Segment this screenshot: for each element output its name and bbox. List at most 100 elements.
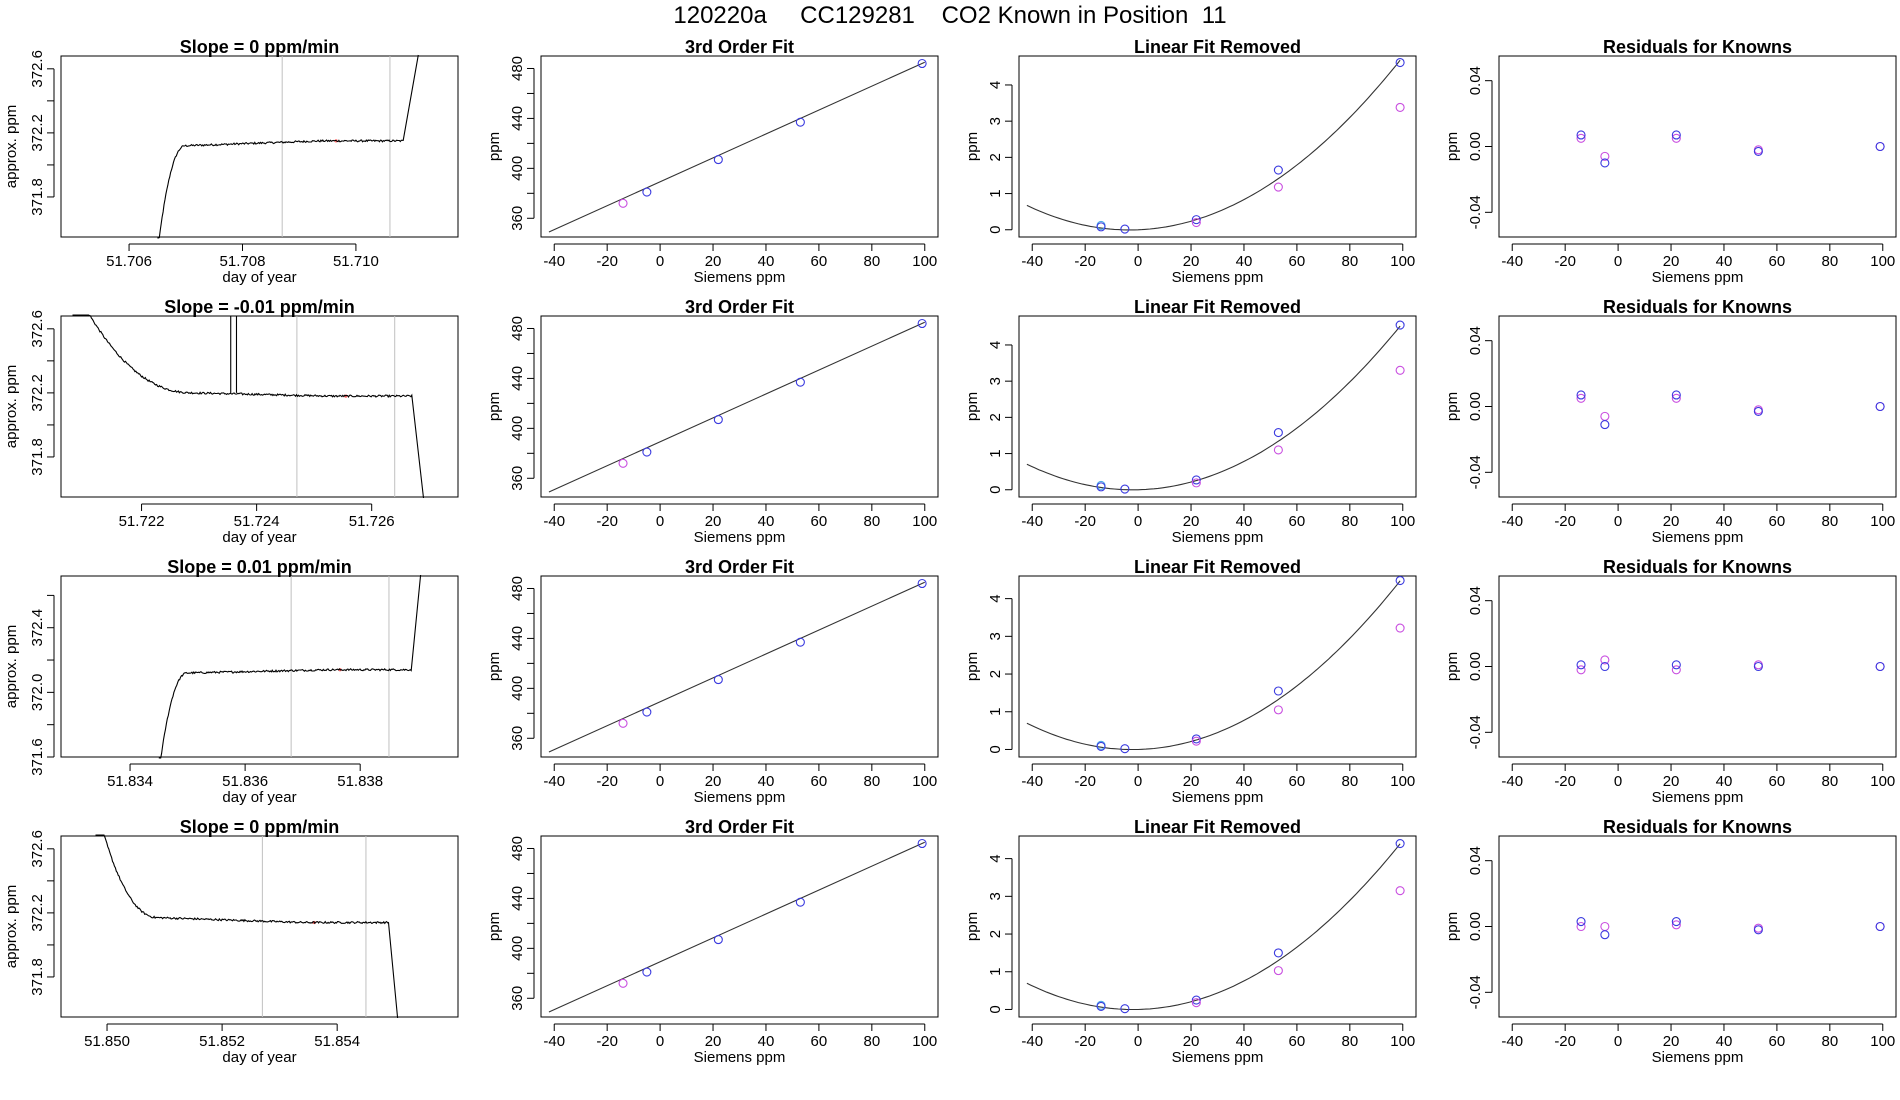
- data-point: [713, 935, 723, 945]
- y-tick-label: 400: [509, 156, 526, 181]
- y-axis-label: ppm: [1444, 132, 1461, 161]
- chart-panel-1: Slope = 0 ppm/min 51.706 51.708 51.710 day o…: [3, 37, 459, 286]
- x-tick-label: 60: [811, 773, 828, 790]
- chart-title: Linear Fit Removed: [1134, 37, 1301, 57]
- y-axis-label: ppm: [1444, 392, 1461, 421]
- chart-panel-5: Slope = -0.01 ppm/min 51.722 51.724 51.726 d…: [3, 297, 459, 546]
- y-tick-label: 372.6: [29, 830, 46, 868]
- data-point: [1600, 930, 1610, 940]
- x-tick-label: 100: [1390, 1033, 1415, 1050]
- x-tick-label: 20: [1663, 773, 1680, 790]
- ppm-trace: [72, 314, 425, 499]
- x-tick-label: 0: [656, 253, 664, 270]
- y-tick-label: 371.8: [29, 958, 46, 996]
- data-point: [1576, 133, 1586, 143]
- plot-content: [1576, 917, 1885, 940]
- x-tick-label: -20: [1074, 253, 1096, 270]
- x-tick-label: 100: [1870, 513, 1895, 530]
- y-axis-label: ppm: [964, 392, 981, 421]
- x-tick-label: 100: [1870, 1033, 1895, 1050]
- data-point: [1273, 948, 1283, 958]
- data-point: [1671, 393, 1681, 403]
- x-axis-label: day of year: [222, 1049, 296, 1066]
- x-tick-label: 40: [1716, 773, 1733, 790]
- x-axis-label: day of year: [222, 789, 296, 806]
- y-axis-label: ppm: [964, 912, 981, 941]
- plot-content: [548, 838, 927, 1013]
- plot-frame: [1018, 575, 1417, 758]
- y-tick-label: 3: [987, 632, 1004, 640]
- y-tick-label: 1: [987, 708, 1004, 716]
- y-tick-label: 372.4: [29, 609, 46, 647]
- plot-content: [72, 314, 425, 499]
- y-tick-label: 0.04: [1467, 326, 1484, 355]
- x-tick-label: 40: [1716, 253, 1733, 270]
- y-tick-label: 372.6: [29, 50, 46, 88]
- x-tick-label: 60: [1289, 513, 1306, 530]
- chart-title: Linear Fit Removed: [1134, 817, 1301, 837]
- y-tick-label: 360: [509, 466, 526, 491]
- x-tick-label: -40: [543, 253, 565, 270]
- y-tick-label: 0: [987, 226, 1004, 234]
- x-axis-label: Siemens ppm: [1172, 529, 1264, 546]
- x-tick-label: 20: [705, 513, 722, 530]
- plot-frame: [60, 315, 459, 498]
- y-tick-label: 0: [987, 1005, 1004, 1013]
- data-point: [1753, 146, 1763, 156]
- x-tick-label: 60: [1769, 253, 1786, 270]
- x-tick-label: 100: [912, 773, 937, 790]
- data-point: [1395, 623, 1405, 633]
- x-tick-label: 20: [705, 1033, 722, 1050]
- y-axis-label: ppm: [1444, 652, 1461, 681]
- x-tick-label: 80: [1821, 253, 1838, 270]
- y-tick-label: 480: [509, 56, 526, 81]
- chart-panel-15: Linear Fit Removed-40 -20 0 20 40 60 80 100Siem…: [964, 817, 1417, 1066]
- x-axis-label: Siemens ppm: [1172, 1049, 1264, 1066]
- x-tick-label: 60: [1289, 253, 1306, 270]
- x-tick-label: 80: [1821, 1033, 1838, 1050]
- y-tick-label: 0.04: [1467, 846, 1484, 875]
- y-tick-label: -0.04: [1467, 195, 1484, 229]
- x-tick-label: 20: [1183, 773, 1200, 790]
- x-tick-label: 0: [1134, 1033, 1142, 1050]
- data-point: [642, 447, 652, 457]
- x-tick-label: 20: [1183, 253, 1200, 270]
- y-tick-label: -0.04: [1467, 455, 1484, 489]
- x-tick-label: 60: [1769, 513, 1786, 530]
- data-point: [1395, 365, 1405, 375]
- ppm-trace: [157, 54, 419, 239]
- x-tick-label: 0: [1614, 253, 1622, 270]
- y-tick-label: 371.8: [29, 438, 46, 476]
- x-axis-label: day of year: [222, 529, 296, 546]
- data-point: [1875, 921, 1885, 932]
- x-tick-label: -20: [596, 513, 618, 530]
- x-tick-label: -40: [1501, 513, 1523, 530]
- x-tick-label: 100: [1390, 773, 1415, 790]
- x-tick-label: 51.706: [106, 253, 152, 270]
- x-tick-label: 80: [1821, 773, 1838, 790]
- y-tick-label: 3: [987, 117, 1004, 125]
- chart-panel-14: 3rd Order Fit -40 -20 0 20 40 60 80 100 Siemens p…: [486, 817, 939, 1066]
- chart-title: Linear Fit Removed: [1134, 297, 1301, 317]
- data-point: [1600, 411, 1610, 421]
- y-axis-label: approx. ppm: [3, 105, 20, 188]
- data-point: [795, 117, 805, 127]
- chart-title: Slope = -0.01 ppm/min: [164, 297, 355, 317]
- x-tick-label: 80: [1341, 253, 1358, 270]
- x-tick-label: 51.708: [220, 253, 266, 270]
- x-tick-label: 60: [811, 513, 828, 530]
- x-tick-label: 40: [1236, 513, 1253, 530]
- data-point: [1096, 1001, 1106, 1011]
- data-point: [1600, 420, 1610, 430]
- y-tick-label: 0.00: [1467, 132, 1484, 161]
- chart-panel-6: 3rd Order Fit -40 -20 0 20 40 60 80 100 Siemens p…: [486, 297, 939, 546]
- plot-frame: [540, 835, 939, 1018]
- y-tick-label: 372.2: [29, 374, 46, 412]
- plot-content: [1026, 575, 1405, 754]
- chart-panel-11: Linear Fit Removed-40 -20 0 20 40 60 80 100Siem…: [964, 557, 1417, 806]
- y-tick-label: 360: [509, 986, 526, 1011]
- x-tick-label: 51.722: [119, 513, 165, 530]
- x-axis-label: Siemens ppm: [1172, 269, 1264, 286]
- data-point: [1875, 661, 1885, 672]
- data-point: [1576, 665, 1586, 675]
